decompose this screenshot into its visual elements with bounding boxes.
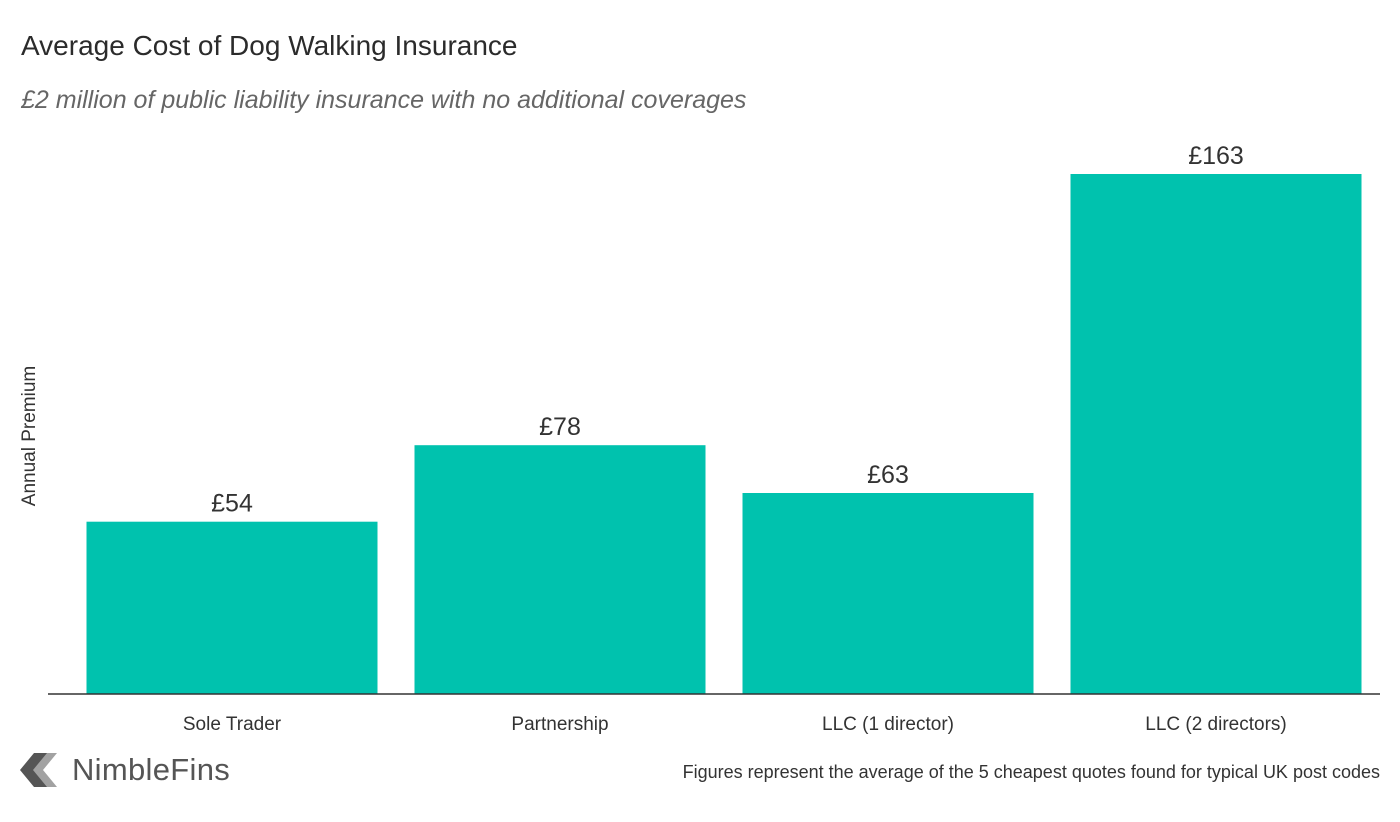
x-tick-label: Partnership [511, 714, 608, 735]
x-tick-label: LLC (2 directors) [1145, 714, 1287, 735]
chart-title: Average Cost of Dog Walking Insurance [21, 30, 518, 61]
chevron-left-icon [20, 753, 57, 787]
bar-value-label: £78 [539, 413, 581, 441]
bar-value-label: £63 [867, 461, 909, 489]
bar [742, 493, 1034, 694]
footnote: Figures represent the average of the 5 c… [682, 762, 1380, 782]
bar-value-label: £163 [1188, 142, 1244, 170]
logo: NimbleFins [20, 752, 230, 788]
x-tick-label: Sole Trader [183, 714, 282, 735]
chart-subtitle: £2 million of public liability insurance… [21, 86, 747, 114]
bar [86, 521, 378, 694]
bar-value-label: £54 [211, 490, 253, 518]
bar [414, 445, 706, 694]
bar [1070, 174, 1362, 694]
x-tick-label: LLC (1 director) [822, 714, 954, 735]
logo-text: NimbleFins [72, 752, 231, 787]
